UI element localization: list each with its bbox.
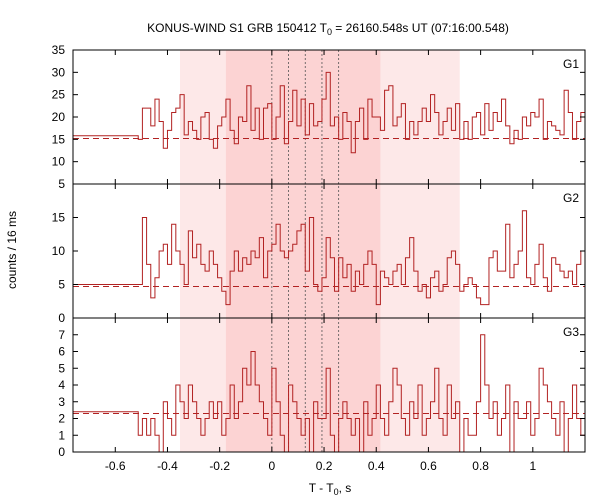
- y-tick-label: 20: [52, 110, 66, 124]
- x-tick-label: 0.2: [316, 459, 333, 473]
- y-tick-label: 3: [58, 395, 65, 409]
- x-tick-label: 0: [269, 459, 276, 473]
- x-axis-label: T - T0, s: [309, 481, 352, 497]
- x-tick-label: 0.8: [472, 459, 489, 473]
- chart-title: KONUS-WIND S1 GRB 150412 T0 = 26160.548s…: [147, 21, 509, 37]
- y-tick-label: 15: [52, 211, 66, 225]
- panel-g3: 0 1 2 3 4 5 6 7 G3: [58, 317, 586, 459]
- y-tick-label: 5: [58, 278, 65, 292]
- y-tick-label: 30: [52, 65, 66, 79]
- y-tick-label: 4: [58, 378, 65, 392]
- panel-label-g2: G2: [563, 191, 579, 205]
- panel-label-g3: G3: [563, 325, 579, 339]
- y-tick-label: 10: [52, 155, 66, 169]
- y-tick-label: 7: [58, 328, 65, 342]
- y-tick-label: 2: [58, 412, 65, 426]
- y-tick-label: 25: [52, 88, 66, 102]
- y-tick-label: 10: [52, 244, 66, 258]
- x-tick-label: -0.4: [157, 459, 178, 473]
- light-curve-g2: [73, 210, 586, 306]
- y-tick-label: 15: [52, 132, 66, 146]
- x-tick-label: -0.2: [209, 459, 230, 473]
- light-curve-g1: [73, 71, 586, 154]
- light-curve-g3: [73, 334, 586, 453]
- y-tick-label: 5: [58, 361, 65, 375]
- y-tick-label: 1: [58, 428, 65, 442]
- x-tick-label: 1: [529, 459, 536, 473]
- y-tick-label: 35: [52, 43, 66, 57]
- panel-g1: 5 10 15 20 25 30 35 G1: [52, 43, 586, 191]
- x-tick-label: 0.6: [420, 459, 437, 473]
- y-tick-label: 0: [58, 445, 65, 459]
- y-axis-label: counts / 16 ms: [5, 211, 19, 289]
- x-tick-label: -0.6: [105, 459, 126, 473]
- y-tick-label: 6: [58, 345, 65, 359]
- y-tick-label: 5: [58, 177, 65, 191]
- shaded-interval-inner: [225, 50, 381, 452]
- panel-label-g1: G1: [563, 57, 579, 71]
- x-tick-label: 0.4: [368, 459, 385, 473]
- y-tick-label: 0: [58, 311, 65, 325]
